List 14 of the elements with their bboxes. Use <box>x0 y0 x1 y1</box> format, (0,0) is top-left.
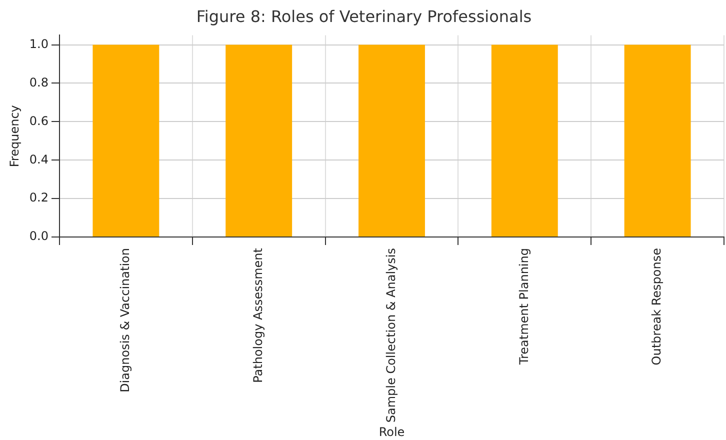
x-tick-label: Outbreak Response <box>650 248 664 366</box>
y-tick-label: 0.6 <box>29 114 48 128</box>
y-tick-label: 0.8 <box>29 75 48 90</box>
x-tick-label: Pathology Assessment <box>250 248 265 383</box>
chart-title: Figure 8: Roles of Veterinary Professionals <box>196 6 532 26</box>
y-tick-label: 0.2 <box>29 190 48 205</box>
y-tick-label: 0.0 <box>29 229 48 244</box>
x-axis-title: Role <box>378 424 405 439</box>
x-tick-label: Diagnosis & Vaccination <box>118 248 132 392</box>
y-tick-label: 1.0 <box>29 36 48 51</box>
y-tick-label: 0.4 <box>29 152 48 166</box>
y-axis-title: Frequency <box>7 105 22 168</box>
x-tick-label: Treatment Planning <box>516 248 531 366</box>
x-tick-label: Sample Collection & Analysis <box>384 248 398 423</box>
